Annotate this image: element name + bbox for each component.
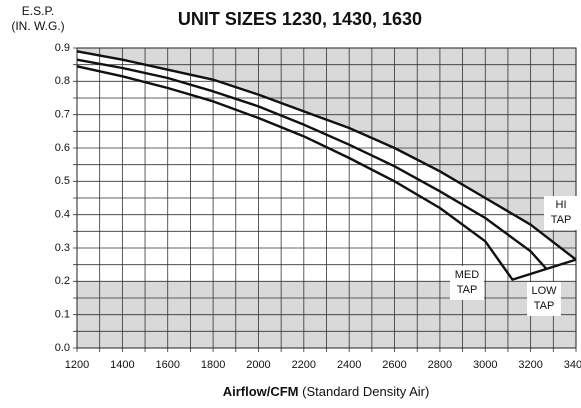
y-tick-label: 0.9	[55, 42, 70, 54]
y-axis-label: (IN. W.G.)	[11, 19, 64, 33]
label-box	[527, 282, 561, 316]
x-axis-label-rest: (Standard Density Air)	[302, 384, 429, 399]
y-tick-label: 0.8	[55, 75, 70, 87]
curve	[76, 65, 577, 281]
curve-label: MED	[455, 269, 480, 281]
y-tick-label: 0.6	[55, 142, 70, 154]
y-tick-label: 0.3	[55, 242, 70, 254]
y-tick-label: 0.5	[55, 175, 70, 187]
y-axis-label: E.S.P.	[22, 4, 54, 18]
y-tick-label: 0.2	[55, 275, 70, 287]
y-tick-label: 0.1	[55, 309, 70, 321]
label-box	[450, 266, 484, 300]
y-tick-label: 0.4	[55, 209, 70, 221]
x-tick-label: 3200	[518, 359, 542, 371]
curve	[76, 58, 548, 270]
x-tick-label: 3000	[473, 359, 497, 371]
x-axis-label-bold: Airflow/CFM	[223, 384, 299, 399]
curve	[76, 50, 577, 261]
x-tick-label: 1800	[201, 359, 225, 371]
x-tick-label: 2800	[428, 359, 452, 371]
x-tick-label: 2400	[337, 359, 361, 371]
curve-label: LOW	[531, 285, 557, 297]
curve-label: HI	[556, 199, 567, 211]
y-tick-label: 0.0	[55, 342, 70, 354]
x-tick-label: 1200	[65, 359, 89, 371]
x-tick-label: 2200	[292, 359, 316, 371]
curve-label: TAP	[551, 214, 572, 226]
curve-label: TAP	[457, 284, 478, 296]
chart-title: UNIT SIZES 1230, 1430, 1630	[178, 9, 422, 29]
x-tick-label: 2600	[382, 359, 406, 371]
x-axis-label: Airflow/CFM (Standard Density Air)	[223, 384, 430, 399]
curve-label: TAP	[534, 300, 555, 312]
x-tick-label: 2000	[246, 359, 270, 371]
y-tick-label: 0.7	[55, 109, 70, 121]
x-tick-label: 1600	[155, 359, 179, 371]
label-box	[544, 196, 578, 230]
x-tick-label: 1400	[110, 359, 134, 371]
